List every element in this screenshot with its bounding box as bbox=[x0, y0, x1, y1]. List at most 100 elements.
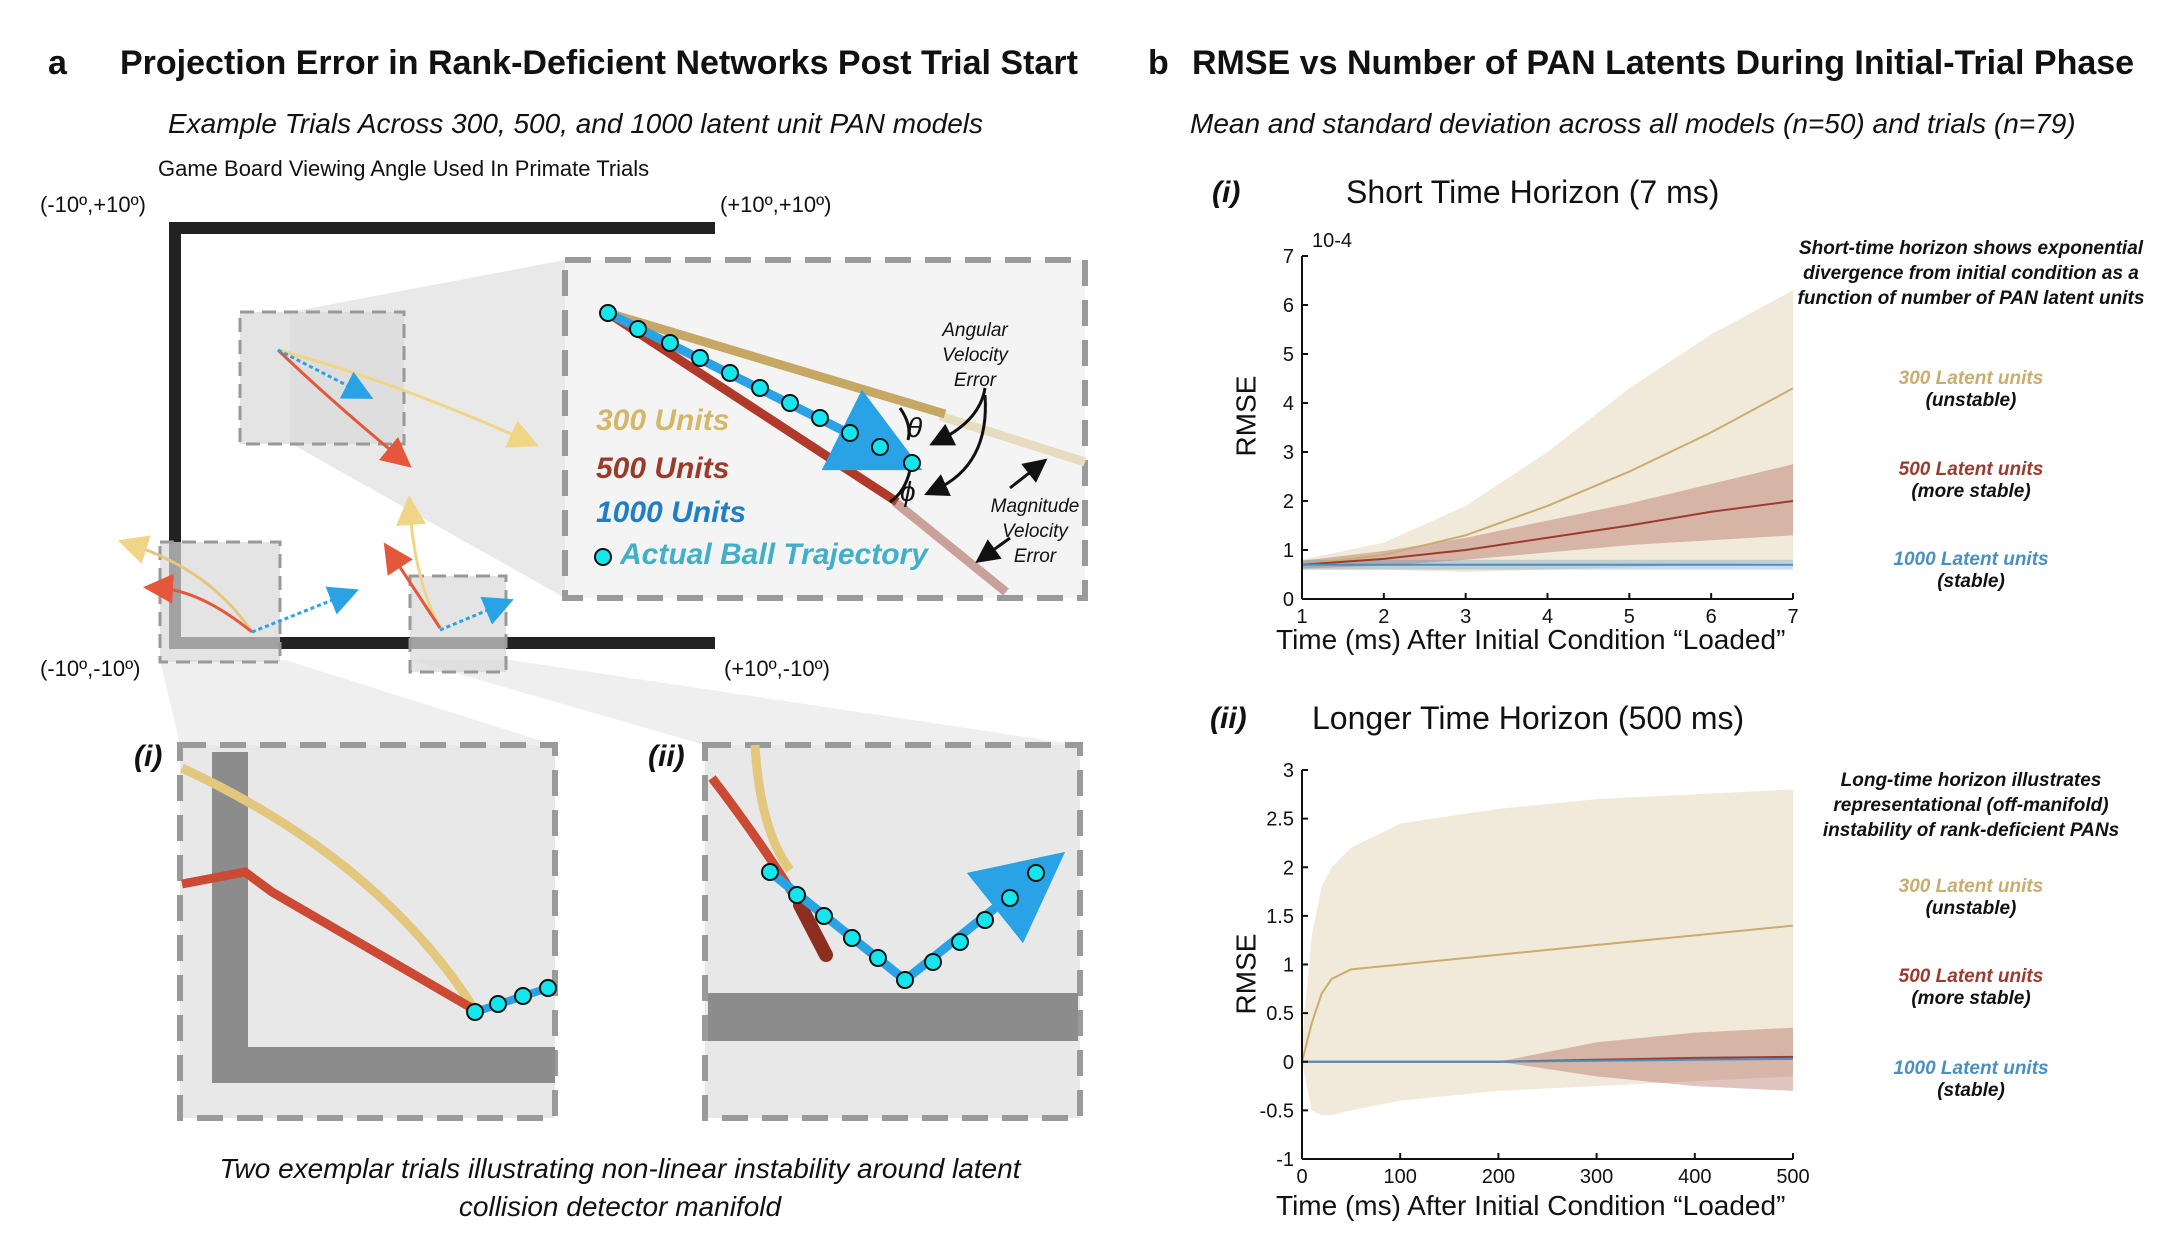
inset-i-wall bbox=[212, 752, 555, 1083]
chart-i-band-0 bbox=[1302, 290, 1793, 573]
chart-ii-legend-500: 500 Latent units (more stable) bbox=[1856, 966, 2086, 1010]
board-traj-1000-top bbox=[277, 348, 374, 399]
inset-ii-ball-points bbox=[761, 863, 1045, 989]
chart-ii-note: Long-time horizon illustrates representa… bbox=[1822, 770, 2120, 841]
angular-line-1: Angular bbox=[942, 320, 1008, 341]
chart-ii-legend-300-label: 300 Latent units bbox=[1898, 876, 2044, 897]
panel-b-letter: b bbox=[1148, 44, 1169, 82]
board-traj-300-i bbox=[117, 535, 254, 633]
board-traj-1000-ii bbox=[439, 596, 514, 632]
chart-ii-legend-300: 300 Latent units (unstable) bbox=[1856, 876, 2086, 920]
inset-i-ball-points bbox=[466, 979, 557, 1021]
chart-ii-xtick-label-2: 200 bbox=[1482, 1166, 1515, 1188]
chart-i-legend-300-label: 300 Latent units bbox=[1898, 368, 2044, 389]
panel-b-title: RMSE vs Number of PAN Latents During Ini… bbox=[1192, 44, 2135, 82]
phi-symbol: ϕ bbox=[900, 476, 916, 507]
inset-ii-traj-500-tip bbox=[793, 898, 833, 962]
chart-ii-legend-500-label: 500 Latent units bbox=[1898, 966, 2044, 987]
chart-ii-ytick-label-6: 2 bbox=[1283, 857, 1294, 879]
chart-i-band-1 bbox=[1302, 464, 1793, 569]
chart-i-title: Short Time Horizon (7 ms) bbox=[1346, 174, 1720, 210]
chart-ii-legend-500-sub: (more stable) bbox=[1911, 988, 2031, 1009]
magnitude-line-1: Magnitude bbox=[990, 496, 1080, 517]
chart-ii-xtick-label-4: 400 bbox=[1678, 1166, 1711, 1188]
chart-ii-tag: (ii) bbox=[1210, 702, 1247, 735]
angle-arc-theta bbox=[898, 407, 911, 441]
magnitude-arrow-1 bbox=[1009, 458, 1048, 490]
inset-traj-500 bbox=[605, 309, 900, 506]
chart-ii-ytick-label-5: 1.5 bbox=[1266, 906, 1294, 928]
board-traj-500-ii bbox=[383, 542, 442, 629]
chart-i-legend-1000: 1000 Latent units (stable) bbox=[1856, 549, 2086, 593]
chart-i-line-0 bbox=[1301, 387, 1794, 566]
inset-ii-wall bbox=[708, 993, 1078, 1041]
chart-i-legend-1000-label: 1000 Latent units bbox=[1893, 549, 2049, 570]
chart-ii-legend-1000: 1000 Latent units (stable) bbox=[1856, 1058, 2086, 1102]
inset-ii-traj-300 bbox=[750, 744, 794, 873]
sub-i-tag: (i) bbox=[134, 740, 163, 773]
angular-error-label: Angular Velocity Error bbox=[920, 318, 1030, 393]
chart-ii-xtick-label-1: 100 bbox=[1384, 1166, 1417, 1188]
chart-i-legend-500-sub: (more stable) bbox=[1911, 481, 2031, 502]
chart-ii-ytick-label-7: 2.5 bbox=[1266, 809, 1294, 831]
angular-line-3: Error bbox=[953, 370, 997, 391]
panel-a-letter: a bbox=[48, 44, 67, 82]
zoom-cone-ii bbox=[410, 660, 1080, 745]
legend-ball-marker bbox=[594, 548, 612, 566]
chart-ii-legend-300-sub: (unstable) bbox=[1925, 898, 2017, 919]
chart-ii-xtick-label-3: 300 bbox=[1580, 1166, 1613, 1188]
chart-i-xlabel: Time (ms) After Initial Condition “Loade… bbox=[1276, 624, 1786, 655]
chart-i-xtick-label-4: 5 bbox=[1624, 606, 1635, 628]
chart-ii-line-0 bbox=[1301, 924, 1794, 1062]
legend-500-units: 500 Units bbox=[596, 452, 730, 485]
panel-a-subtitle: Example Trials Across 300, 500, and 1000… bbox=[168, 108, 984, 139]
board-traj-1000-i bbox=[251, 586, 359, 634]
board-box-i bbox=[158, 540, 282, 664]
chart-ii-ytick-label-3: 0.5 bbox=[1266, 1003, 1294, 1025]
board-traj-500-top bbox=[276, 348, 412, 468]
chart-ii-ytick-label-1: -0.5 bbox=[1260, 1100, 1294, 1122]
board-label: Game Board Viewing Angle Used In Primate… bbox=[158, 156, 650, 181]
chart-ii-ytick-label-2: 0 bbox=[1283, 1052, 1294, 1074]
zoom-cone-i bbox=[160, 660, 555, 745]
chart-i-ytick-label-2: 2 bbox=[1283, 491, 1294, 513]
chart-i-multiplier: 10-4 bbox=[1312, 230, 1353, 252]
chart-i-legend-500-label: 500 Latent units bbox=[1898, 459, 2044, 480]
chart-i-ytick-label-7: 7 bbox=[1283, 246, 1294, 268]
angle-arc-phi bbox=[889, 469, 912, 504]
chart-i-ytick-label-0: 0 bbox=[1283, 589, 1294, 611]
magnitude-line-2: Velocity bbox=[1002, 521, 1068, 542]
angular-line-2: Velocity bbox=[942, 345, 1008, 366]
chart-i-xtick-label-0: 1 bbox=[1296, 606, 1307, 628]
chart-i-legend-300-sub: (unstable) bbox=[1925, 390, 2017, 411]
chart-i-ytick-label-4: 4 bbox=[1283, 393, 1294, 415]
chart-i-xtick-label-6: 7 bbox=[1787, 606, 1798, 628]
chart-i-ytick-label-1: 1 bbox=[1283, 540, 1294, 562]
chart-i-line-1 bbox=[1301, 500, 1794, 566]
chart-i-ytick-label-5: 5 bbox=[1283, 344, 1294, 366]
panel-a-title: Projection Error in Rank-Deficient Netwo… bbox=[120, 44, 1078, 82]
chart-i-legend-300: 300 Latent units (unstable) bbox=[1856, 368, 2086, 412]
corner-top-left: (-10º,+10º) bbox=[40, 192, 146, 217]
chart-i-xtick-label-1: 2 bbox=[1378, 606, 1389, 628]
chart-ii-legend-1000-label: 1000 Latent units bbox=[1893, 1058, 2049, 1079]
chart-ii-title: Longer Time Horizon (500 ms) bbox=[1312, 700, 1745, 736]
board-traj-300-ii bbox=[396, 495, 442, 629]
panel-b-subtitle: Mean and standard deviation across all m… bbox=[1190, 108, 2076, 139]
inset-ball-points bbox=[599, 304, 921, 472]
magnitude-error-label: Magnitude Velocity Error bbox=[975, 494, 1095, 569]
chart-i-xtick-label-3: 4 bbox=[1542, 606, 1553, 628]
chart-ii-xtick-label-0: 0 bbox=[1296, 1166, 1307, 1188]
inset-i-traj-actual bbox=[473, 984, 550, 1016]
sub-ii-tag: (ii) bbox=[648, 740, 685, 773]
legend-1000-units: 1000 Units bbox=[596, 496, 747, 529]
chart-ii-band-1 bbox=[1302, 1027, 1793, 1091]
chart-ii-ytick-label-4: 1 bbox=[1283, 955, 1294, 977]
legend-300-units: 300 Units bbox=[596, 404, 730, 437]
chart-ii-legend-1000-sub: (stable) bbox=[1937, 1080, 2005, 1101]
inset-i-traj-500 bbox=[181, 867, 478, 1014]
chart-i-ytick-label-3: 3 bbox=[1283, 442, 1294, 464]
inset-traj-500-faded bbox=[892, 498, 1009, 596]
